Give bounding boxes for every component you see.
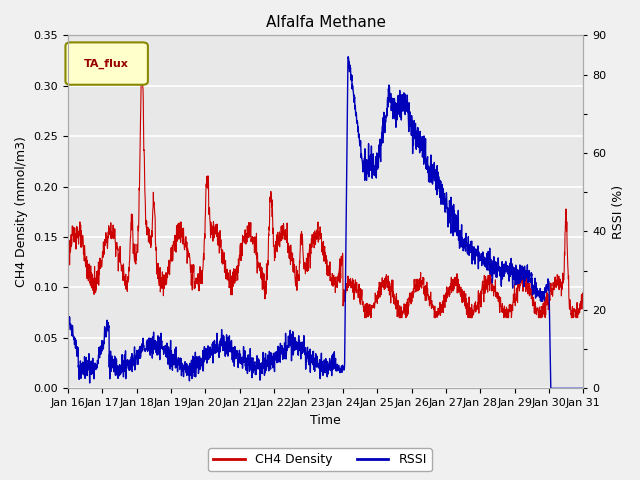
Legend: CH4 Density, RSSI: CH4 Density, RSSI (208, 448, 432, 471)
Text: TA_flux: TA_flux (84, 59, 129, 69)
X-axis label: Time: Time (310, 414, 341, 427)
Y-axis label: CH4 Density (mmol/m3): CH4 Density (mmol/m3) (15, 136, 28, 287)
FancyBboxPatch shape (65, 42, 148, 85)
Title: Alfalfa Methane: Alfalfa Methane (266, 15, 386, 30)
Y-axis label: RSSI (%): RSSI (%) (612, 185, 625, 239)
